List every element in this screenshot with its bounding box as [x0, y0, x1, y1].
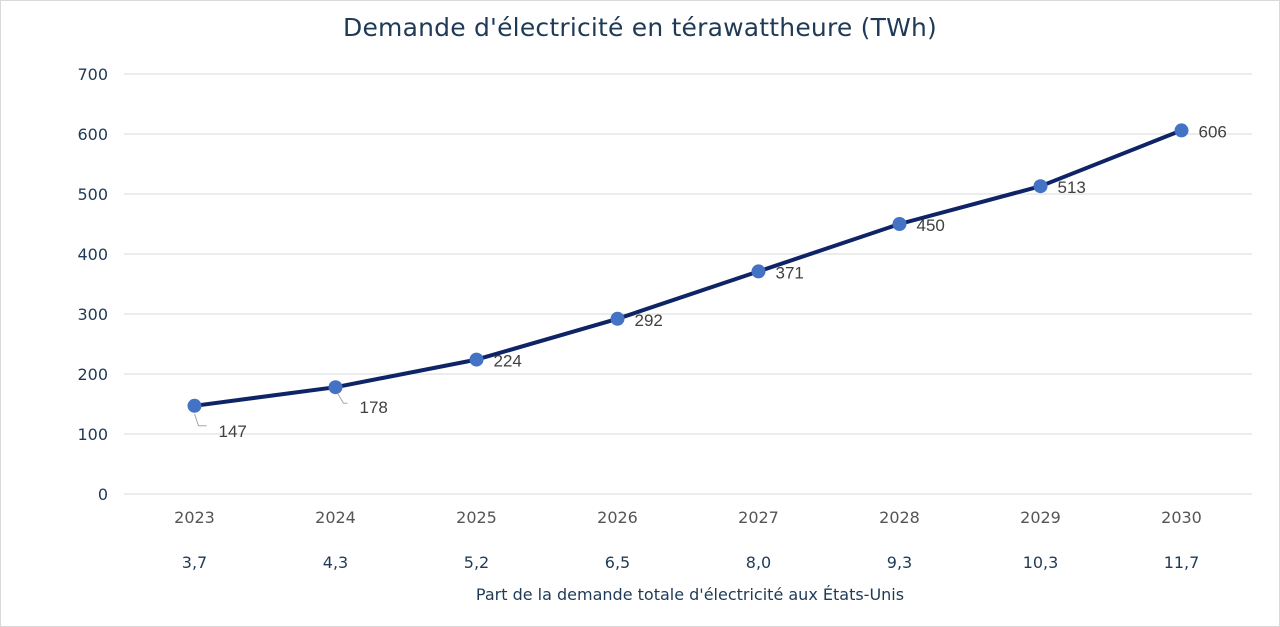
- x-tick-label-2025: 2025: [456, 508, 497, 527]
- y-tick-label-700: 700: [77, 65, 108, 84]
- data-point-2023: [187, 398, 202, 413]
- chart-title: Demande d'électricité en térawattheure (…: [343, 13, 937, 42]
- y-tick-label-0: 0: [98, 485, 108, 504]
- y-tick-label-600: 600: [77, 125, 108, 144]
- x-tick-label-2023: 2023: [174, 508, 215, 527]
- x-tick-label-2030: 2030: [1161, 508, 1202, 527]
- leader-line-2024: [337, 392, 348, 404]
- data-point-2027: [751, 264, 766, 279]
- share-value-2023: 3,7: [182, 553, 207, 572]
- data-point-2028: [892, 217, 907, 231]
- y-tick-label-400: 400: [77, 245, 108, 264]
- data-label-2026: 292: [635, 311, 663, 330]
- share-value-2026: 6,5: [605, 553, 630, 572]
- x-tick-label-2026: 2026: [597, 508, 638, 527]
- x-tick-label-2029: 2029: [1020, 508, 1061, 527]
- y-tick-label-100: 100: [77, 425, 108, 444]
- x-axis-label: Part de la demande totale d'électricité …: [476, 585, 904, 604]
- data-label-2024: 178: [360, 398, 388, 417]
- share-value-2025: 5,2: [464, 553, 489, 572]
- share-value-2030: 11,7: [1164, 553, 1200, 572]
- y-tick-label-500: 500: [77, 185, 108, 204]
- share-value-2024: 4,3: [323, 553, 348, 572]
- share-value-2027: 8,0: [746, 553, 771, 572]
- x-tick-label-2027: 2027: [738, 508, 779, 527]
- data-point-2024: [328, 380, 343, 395]
- data-point-2026: [610, 311, 625, 326]
- data-point-2030: [1174, 123, 1189, 138]
- data-point-2029: [1033, 179, 1048, 194]
- share-value-2029: 10,3: [1023, 553, 1059, 572]
- leader-line-2023: [194, 413, 207, 427]
- data-label-2029: 513: [1058, 178, 1086, 197]
- data-label-2025: 224: [494, 352, 522, 371]
- data-label-2027: 371: [776, 263, 804, 282]
- y-tick-label-300: 300: [77, 305, 108, 324]
- series-line: [192, 128, 1184, 408]
- data-label-2023: 147: [219, 422, 247, 441]
- x-tick-label-2028: 2028: [879, 508, 920, 527]
- x-tick-label-2024: 2024: [315, 508, 356, 527]
- share-value-2028: 9,3: [887, 553, 912, 572]
- data-point-2025: [469, 352, 484, 367]
- data-label-2030: 606: [1199, 122, 1227, 141]
- y-tick-label-200: 200: [77, 365, 108, 384]
- data-label-2028: 450: [917, 216, 945, 235]
